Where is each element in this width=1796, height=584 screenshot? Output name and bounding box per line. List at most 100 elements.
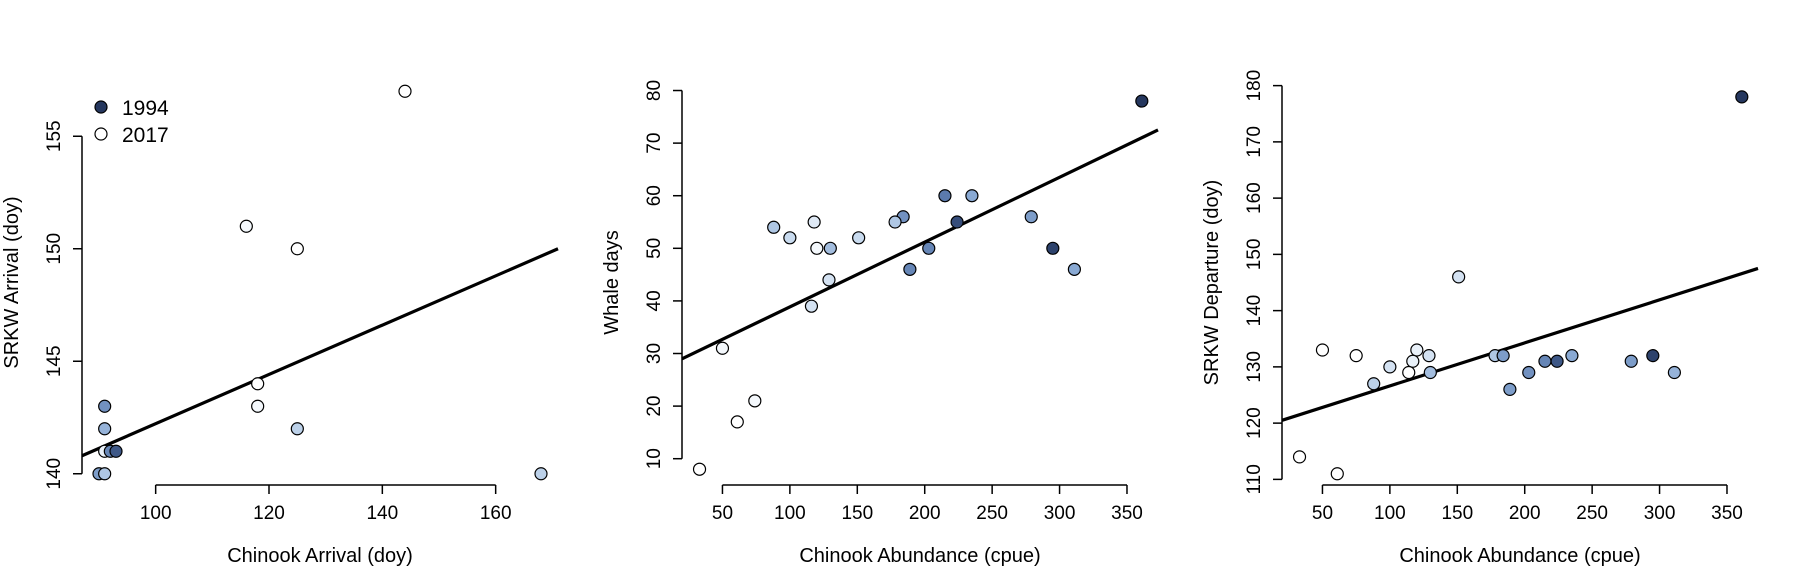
y-tick-label: 180 bbox=[1244, 70, 1265, 102]
x-tick-label: 50 bbox=[1312, 503, 1333, 524]
data-point bbox=[692, 462, 707, 476]
data-point bbox=[1624, 354, 1638, 368]
y-tick-label: 20 bbox=[644, 396, 665, 417]
data-point bbox=[730, 415, 744, 429]
y-tick-label: 120 bbox=[1244, 407, 1265, 439]
panel-whale-days: 50 100 150 200 250 300 350 10 20 30 40 50 60 70 80 Chin… bbox=[601, 80, 1159, 567]
data-point bbox=[804, 299, 819, 313]
y-tick-label: 170 bbox=[1244, 126, 1265, 158]
data-point bbox=[888, 215, 902, 229]
y-tick-label: 130 bbox=[1244, 351, 1265, 383]
data-point bbox=[903, 262, 917, 276]
data-point bbox=[1423, 365, 1437, 380]
x-axis-title: Chinook Abundance (cpue) bbox=[1399, 545, 1640, 567]
y-tick-label: 140 bbox=[1244, 295, 1265, 327]
y-tick-label: 60 bbox=[644, 185, 665, 206]
x-tick-label: 150 bbox=[841, 503, 873, 524]
data-point bbox=[1315, 343, 1330, 357]
legend-label: 2017 bbox=[122, 124, 169, 147]
y-tick-label: 80 bbox=[644, 80, 665, 101]
y-tick-label: 40 bbox=[644, 290, 665, 311]
y-tick-label: 150 bbox=[44, 233, 65, 265]
data-point bbox=[1367, 377, 1381, 391]
x-tick-label: 250 bbox=[1576, 503, 1608, 524]
data-point bbox=[748, 394, 762, 408]
data-point bbox=[1735, 90, 1749, 104]
data-point bbox=[98, 422, 112, 436]
data-point bbox=[251, 377, 265, 391]
x-tick-label: 160 bbox=[480, 503, 512, 524]
data-point bbox=[98, 399, 112, 413]
y-tick-label: 50 bbox=[644, 238, 665, 259]
regression-line bbox=[681, 128, 1159, 361]
data-point bbox=[1135, 94, 1149, 108]
data-point bbox=[1496, 349, 1510, 363]
data-point bbox=[783, 231, 797, 245]
data-point bbox=[251, 399, 265, 413]
data-point bbox=[950, 215, 964, 229]
data-point bbox=[823, 241, 837, 255]
data-point bbox=[1383, 360, 1397, 374]
x-tick-label: 200 bbox=[909, 503, 941, 524]
x-axis-title: Chinook Arrival (doy) bbox=[227, 545, 413, 567]
data-point bbox=[1565, 349, 1579, 363]
x-tick-label: 100 bbox=[1374, 503, 1406, 524]
data-point bbox=[922, 241, 936, 255]
regression-line bbox=[1281, 266, 1759, 422]
data-point bbox=[1522, 365, 1536, 380]
x-tick-label: 200 bbox=[1509, 503, 1541, 524]
data-point bbox=[1410, 343, 1424, 357]
x-tick-label: 300 bbox=[1644, 503, 1676, 524]
y-tick-label: 145 bbox=[44, 345, 65, 377]
data-point bbox=[1538, 354, 1552, 368]
data-point bbox=[1046, 241, 1060, 255]
data-point bbox=[1292, 450, 1307, 464]
y-tick-label: 30 bbox=[644, 343, 665, 364]
data-point bbox=[290, 422, 304, 436]
y-tick-label: 155 bbox=[44, 120, 65, 152]
x-tick-label: 150 bbox=[1441, 503, 1473, 524]
data-point bbox=[398, 84, 412, 98]
y-axis-title: Whale days bbox=[601, 230, 623, 335]
data-point bbox=[239, 219, 253, 233]
x-tick-label: 100 bbox=[140, 503, 172, 524]
data-point bbox=[715, 341, 730, 355]
x-tick-label: 50 bbox=[712, 503, 733, 524]
data-point bbox=[1646, 349, 1660, 363]
data-point bbox=[98, 467, 112, 481]
data-point bbox=[1402, 365, 1416, 380]
data-point bbox=[810, 241, 824, 255]
y-tick-label: 160 bbox=[1244, 182, 1265, 214]
data-point bbox=[965, 189, 979, 203]
data-point bbox=[1550, 354, 1564, 368]
x-tick-label: 350 bbox=[1111, 503, 1143, 524]
data-point bbox=[1503, 382, 1517, 396]
data-point bbox=[1067, 262, 1081, 276]
x-axis-title: Chinook Abundance (cpue) bbox=[799, 545, 1040, 567]
legend-marker bbox=[94, 100, 108, 114]
data-point bbox=[852, 231, 866, 245]
panel-departure: 50 100 150 200 250 300 350 110 120 130 140 150 160 17… bbox=[1201, 70, 1759, 567]
x-tick-label: 120 bbox=[253, 503, 285, 524]
y-tick-label: 110 bbox=[1244, 464, 1265, 494]
x-tick-label: 140 bbox=[366, 503, 398, 524]
y-axis-title: SRKW Arrival (doy) bbox=[1, 196, 23, 368]
data-point bbox=[1452, 270, 1466, 284]
x-tick-label: 300 bbox=[1044, 503, 1076, 524]
data-point bbox=[109, 444, 123, 458]
panel-arrival: 100 120 140 160 140 145 150 155 Chinook Arrival … bbox=[1, 84, 559, 567]
data-point bbox=[290, 242, 304, 256]
data-point bbox=[1024, 210, 1038, 224]
y-axis-title: SRKW Departure (doy) bbox=[1201, 180, 1223, 386]
data-point bbox=[1422, 349, 1436, 363]
x-tick-label: 250 bbox=[976, 503, 1008, 524]
y-tick-label: 140 bbox=[44, 458, 65, 490]
data-point bbox=[1406, 354, 1420, 368]
data-point bbox=[822, 273, 836, 287]
legend-label: 1994 bbox=[122, 97, 169, 120]
data-point bbox=[1349, 349, 1363, 363]
data-point bbox=[1330, 467, 1344, 481]
data-point bbox=[1667, 365, 1681, 380]
data-point bbox=[767, 220, 781, 234]
